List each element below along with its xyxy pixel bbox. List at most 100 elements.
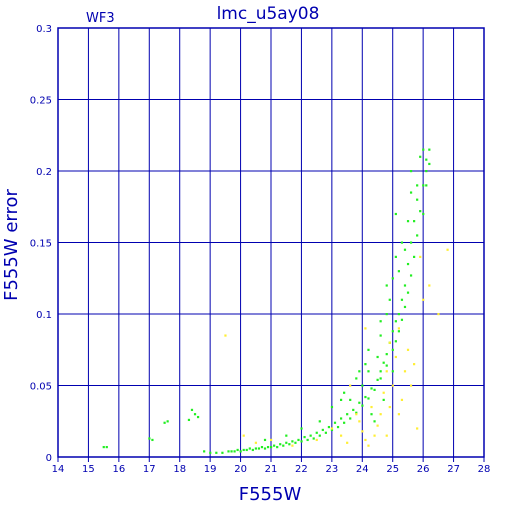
green-data-point [166,420,169,423]
yellow-data-point [224,334,227,337]
data-points [102,148,449,454]
yellow-data-point [254,441,257,444]
yellow-data-point [358,420,361,423]
green-data-point [339,398,343,401]
green-data-point [263,438,267,442]
yellow-data-point [437,313,440,316]
green-data-point [349,398,352,401]
yellow-data-point [349,384,352,387]
green-data-point [388,298,391,301]
y-tick-label: 0.25 [30,96,52,107]
green-data-point [294,441,297,444]
x-tick-label: 26 [417,464,430,475]
green-data-point [285,441,288,444]
y-tick-label: 0.15 [30,239,52,250]
green-data-point [409,170,413,173]
green-data-point [394,320,397,323]
x-tick-label: 17 [143,464,156,475]
yellow-data-point [382,391,385,394]
green-data-point [273,444,276,447]
green-data-point [364,395,367,399]
green-data-point [330,428,334,432]
green-data-point [227,450,230,453]
green-data-point [236,448,239,452]
green-data-point [391,330,394,333]
yellow-data-point [416,427,419,430]
yellow-data-point [413,363,416,366]
chart-title: lmc_u5ay08 [217,4,320,24]
yellow-data-point [339,434,343,437]
green-data-point [416,184,419,187]
green-data-point [352,408,355,412]
green-data-point [403,248,407,251]
yellow-data-point [397,327,400,330]
green-data-point [391,370,394,373]
green-data-point [385,364,388,367]
green-data-point [394,212,397,216]
green-data-point [291,440,294,443]
yellow-data-point [422,298,425,301]
green-data-point [394,340,397,343]
green-data-point [373,420,376,423]
yellow-data-point [373,434,376,437]
green-data-point [193,413,197,416]
green-data-point [385,313,388,316]
green-data-point [419,155,422,158]
yellow-data-point [364,327,367,330]
yellow-data-point [394,355,397,359]
green-data-point [373,388,376,391]
green-data-point [367,370,370,373]
green-data-point [361,384,364,387]
yellow-data-point [385,434,388,437]
green-data-point [413,255,416,258]
green-data-point [215,451,218,454]
green-data-point [148,437,151,440]
green-data-point [300,440,303,443]
green-data-point [105,445,108,449]
green-data-point [266,445,270,449]
green-data-point [382,398,385,401]
y-axis-label: F555W error [1,189,22,301]
green-data-point [382,361,385,364]
green-data-point [346,413,349,416]
yellow-data-point [361,430,364,433]
yellow-data-point [391,384,394,387]
green-data-point [318,434,321,437]
green-data-point [416,198,419,201]
green-data-point [385,284,388,287]
green-data-point [422,148,425,151]
green-data-point [309,434,312,437]
green-data-point [391,277,394,280]
green-data-point [406,291,410,294]
yellow-data-point [385,370,388,373]
green-data-point [163,421,166,424]
green-data-point [324,431,327,434]
green-data-point [330,405,334,409]
green-data-point [406,262,410,266]
green-data-point [355,377,358,380]
x-tick-label: 20 [234,464,247,475]
x-tick-label: 19 [204,464,217,475]
yellow-data-point [428,284,431,287]
green-data-point [339,417,343,420]
green-data-point [361,404,364,407]
green-data-point [260,445,264,449]
green-data-point [379,370,382,373]
green-data-point [413,220,416,223]
green-data-point [257,447,261,450]
green-data-point [409,274,413,277]
green-data-point [270,445,273,449]
chart-subtitle: WF3 [86,11,115,26]
green-data-point [303,435,306,439]
green-data-point [367,348,370,351]
yellow-data-point [291,444,294,447]
green-data-point [397,313,400,316]
green-data-point [315,431,318,434]
green-data-point [151,438,154,442]
green-data-point [102,445,105,449]
green-data-point [400,318,404,321]
green-data-point [422,184,425,187]
green-data-point [422,212,425,216]
yellow-data-point [346,441,349,444]
